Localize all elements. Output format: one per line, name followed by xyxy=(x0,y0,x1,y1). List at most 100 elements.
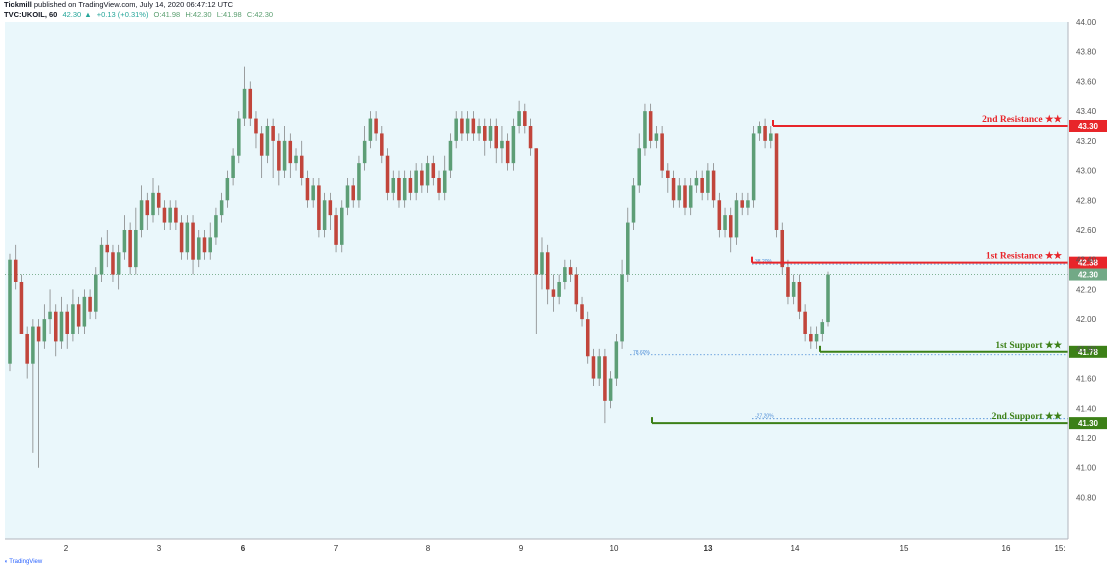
fib-label: -27.20% xyxy=(755,414,774,420)
candle-body xyxy=(568,267,573,275)
candle-body xyxy=(299,155,304,178)
price-change: +0.13 (+0.31%) xyxy=(96,10,149,19)
level-badge-value: 41.78 xyxy=(1078,348,1099,357)
candle-body xyxy=(580,304,584,320)
candle-body xyxy=(288,140,293,164)
level-label: 2nd Resistance ★★ xyxy=(982,114,1062,125)
x-tick-label: 15: xyxy=(1054,544,1065,553)
level-badge xyxy=(1069,256,1107,269)
time-axis[interactable]: 2 3 6 7 8 9 10 13 14 15 16 15: xyxy=(5,538,1068,553)
candle-body xyxy=(769,133,773,141)
candle-body xyxy=(688,185,693,208)
candle-body xyxy=(208,237,212,253)
candle-body xyxy=(8,259,12,364)
candle-body xyxy=(294,155,298,164)
low-value: L:41.98 xyxy=(216,10,242,19)
candle-body xyxy=(271,125,275,141)
last-price: 42.30 xyxy=(62,10,82,19)
candle-body xyxy=(631,185,636,223)
candle-body xyxy=(345,185,350,208)
candle-body xyxy=(357,163,361,201)
candle-body xyxy=(786,267,790,297)
y-tick-label: 41.20 xyxy=(1076,434,1097,443)
candle-body xyxy=(305,177,310,201)
level-badge xyxy=(1069,119,1107,132)
candle-body xyxy=(797,281,802,312)
candle-body xyxy=(185,222,190,253)
publish-line: Tickmill published on TradingView.com, J… xyxy=(4,0,604,10)
candle-body xyxy=(723,215,727,230)
candle-body xyxy=(122,229,127,253)
x-tick-label: 15 xyxy=(900,544,909,553)
candle-body xyxy=(202,237,207,253)
candle-body xyxy=(351,185,355,201)
candle-body xyxy=(425,163,430,186)
symbol-line: TVC:UKOIL, 60 42.30 ▲ +0.13 (+0.31%) O:41… xyxy=(4,10,604,20)
tradingview-icon: ◖ xyxy=(4,559,8,565)
candle-body xyxy=(671,177,676,201)
chart-header: Tickmill published on TradingView.com, J… xyxy=(4,0,604,22)
candle-body xyxy=(505,140,510,164)
y-tick-label: 42.80 xyxy=(1076,196,1097,205)
y-tick-label: 40.80 xyxy=(1076,493,1097,502)
x-tick-label: 13 xyxy=(704,544,713,553)
candle-body xyxy=(259,133,264,156)
candle-body xyxy=(431,163,436,178)
candle-body xyxy=(614,341,619,379)
candle-body xyxy=(82,296,87,327)
candle-body xyxy=(654,133,659,141)
level-badge-value: 43.30 xyxy=(1078,122,1099,131)
candle-body xyxy=(25,333,29,364)
candle-body xyxy=(162,207,167,223)
level-badge-value: 42.38 xyxy=(1078,259,1099,268)
candle-body xyxy=(763,125,767,141)
candle-body xyxy=(551,289,556,297)
candle-body xyxy=(814,333,819,342)
candle-body xyxy=(191,222,195,260)
candle-body xyxy=(391,177,396,193)
candle-body xyxy=(334,215,338,245)
candle-body xyxy=(728,215,733,238)
candle-body xyxy=(500,140,504,149)
candle-body xyxy=(214,215,218,238)
candle-body xyxy=(311,185,315,201)
candle-body xyxy=(608,378,613,401)
candle-body xyxy=(465,118,470,134)
x-tick-label: 2 xyxy=(64,544,69,553)
candle-body xyxy=(414,170,418,193)
candle-body xyxy=(511,125,516,164)
candle-body xyxy=(328,200,333,216)
candle-body xyxy=(757,125,762,134)
close-value: C:42.30 xyxy=(246,10,274,19)
candle-body xyxy=(237,118,241,156)
candle-body xyxy=(317,185,321,230)
candle-body xyxy=(826,274,830,323)
candle-body xyxy=(174,207,178,223)
price-axis[interactable]: 44.00 43.80 43.60 43.40 43.20 43.00 42.80 42.60… xyxy=(1067,18,1097,539)
candle-body xyxy=(242,88,247,119)
y-tick-label: 42.20 xyxy=(1076,285,1097,294)
candle-body xyxy=(660,133,664,171)
candle-body xyxy=(591,356,596,379)
candle-body xyxy=(99,244,104,275)
candle-body xyxy=(151,192,155,216)
tradingview-logo[interactable]: ◖ TradingView xyxy=(4,559,42,565)
y-tick-label: 43.40 xyxy=(1076,107,1097,116)
candle-body xyxy=(139,200,144,230)
level-label: 1st Support ★★ xyxy=(995,340,1062,351)
candle-body xyxy=(225,177,230,201)
candle-body xyxy=(254,118,258,134)
candle-body xyxy=(780,229,785,268)
x-tick-label: 14 xyxy=(791,544,800,553)
candle-body xyxy=(677,185,682,201)
candle-body xyxy=(694,177,699,186)
candle-body xyxy=(94,274,98,312)
candle-body xyxy=(648,111,653,141)
candle-body xyxy=(683,185,687,208)
candle-body xyxy=(477,125,481,134)
candle-body xyxy=(448,140,453,171)
candle-body xyxy=(145,200,150,216)
symbol-label[interactable]: TVC:UKOIL, 60 xyxy=(4,10,58,19)
brand-text: TradingView xyxy=(9,559,43,565)
